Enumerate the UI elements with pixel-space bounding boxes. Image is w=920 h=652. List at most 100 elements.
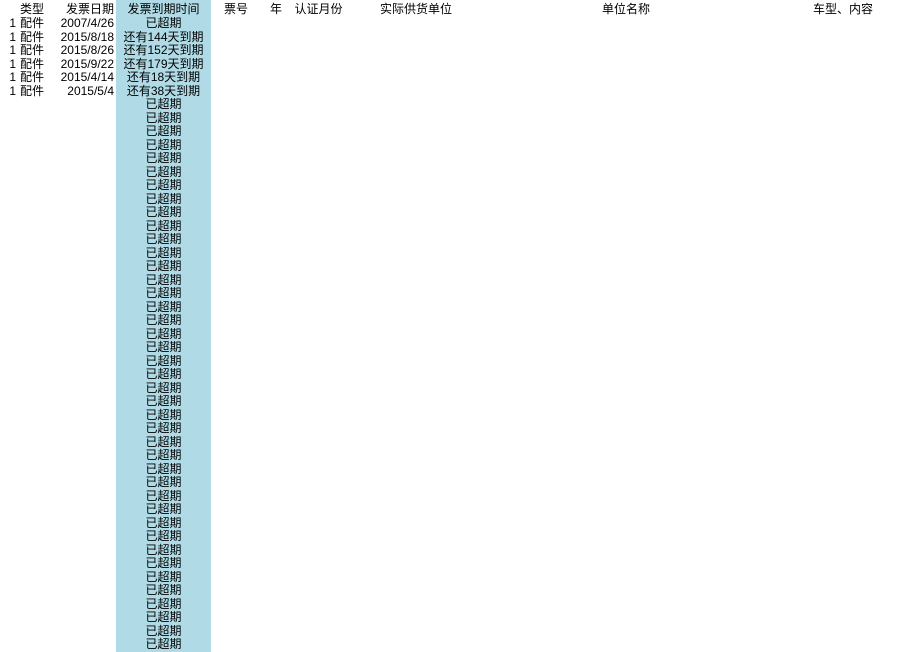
- cell-tkt: [211, 125, 261, 139]
- cell-due: 已超期: [116, 274, 211, 288]
- cell-year: [261, 112, 291, 126]
- cell-unit: [486, 409, 766, 423]
- cell-model: [766, 584, 920, 598]
- cell-supp: [346, 139, 486, 153]
- cell-date: [48, 112, 116, 126]
- cell-num: [0, 584, 18, 598]
- table-row: 已超期: [0, 503, 920, 517]
- cell-num: [0, 314, 18, 328]
- header-year: 年: [261, 0, 291, 17]
- cell-due: 还有144天到期: [116, 31, 211, 45]
- cell-year: [261, 328, 291, 342]
- cell-model: [766, 611, 920, 625]
- cell-year: [261, 274, 291, 288]
- cell-model: [766, 193, 920, 207]
- cell-unit: [486, 638, 766, 652]
- cell-unit: [486, 112, 766, 126]
- cell-unit: [486, 503, 766, 517]
- cell-tkt: [211, 611, 261, 625]
- cell-supp: [346, 625, 486, 639]
- cell-supp: [346, 382, 486, 396]
- cell-tkt: [211, 247, 261, 261]
- cell-date: 2007/4/26: [48, 17, 116, 31]
- cell-supp: [346, 85, 486, 99]
- cell-type: [18, 490, 48, 504]
- cell-date: [48, 625, 116, 639]
- cell-due: 已超期: [116, 368, 211, 382]
- cell-tkt: [211, 287, 261, 301]
- cell-type: [18, 341, 48, 355]
- cell-month: [291, 71, 346, 85]
- table-row: 1配件2015/8/18还有144天到期: [0, 31, 920, 45]
- cell-type: [18, 476, 48, 490]
- cell-due: 已超期: [116, 193, 211, 207]
- cell-num: [0, 274, 18, 288]
- cell-type: [18, 274, 48, 288]
- header-month: 认证月份: [291, 0, 346, 17]
- header-num: [0, 0, 18, 17]
- cell-supp: [346, 31, 486, 45]
- cell-unit: [486, 247, 766, 261]
- cell-model: [766, 503, 920, 517]
- cell-date: [48, 436, 116, 450]
- cell-due: 已超期: [116, 152, 211, 166]
- cell-month: [291, 260, 346, 274]
- cell-due: 已超期: [116, 328, 211, 342]
- cell-num: [0, 422, 18, 436]
- cell-supp: [346, 598, 486, 612]
- cell-type: 配件: [18, 71, 48, 85]
- cell-model: [766, 530, 920, 544]
- cell-month: [291, 355, 346, 369]
- cell-unit: [486, 422, 766, 436]
- cell-supp: [346, 503, 486, 517]
- cell-tkt: [211, 112, 261, 126]
- cell-month: [291, 490, 346, 504]
- cell-date: [48, 274, 116, 288]
- table-row: 已超期: [0, 611, 920, 625]
- cell-model: [766, 314, 920, 328]
- cell-year: [261, 193, 291, 207]
- cell-num: [0, 368, 18, 382]
- cell-supp: [346, 328, 486, 342]
- cell-model: [766, 85, 920, 99]
- cell-supp: [346, 193, 486, 207]
- cell-date: 2015/4/14: [48, 71, 116, 85]
- cell-month: [291, 436, 346, 450]
- cell-tkt: [211, 31, 261, 45]
- table-row: 已超期: [0, 166, 920, 180]
- cell-model: [766, 476, 920, 490]
- cell-year: [261, 44, 291, 58]
- cell-type: [18, 193, 48, 207]
- cell-year: [261, 409, 291, 423]
- cell-tkt: [211, 98, 261, 112]
- cell-due: 已超期: [116, 436, 211, 450]
- table-row: 已超期: [0, 98, 920, 112]
- cell-model: [766, 206, 920, 220]
- cell-type: [18, 544, 48, 558]
- cell-due: 已超期: [116, 301, 211, 315]
- cell-tkt: [211, 193, 261, 207]
- cell-type: [18, 598, 48, 612]
- cell-unit: [486, 139, 766, 153]
- cell-year: [261, 463, 291, 477]
- table-row: 已超期: [0, 409, 920, 423]
- cell-unit: [486, 274, 766, 288]
- cell-tkt: [211, 17, 261, 31]
- cell-tkt: [211, 598, 261, 612]
- cell-unit: [486, 395, 766, 409]
- cell-unit: [486, 314, 766, 328]
- cell-date: [48, 368, 116, 382]
- cell-num: 1: [0, 58, 18, 72]
- cell-supp: [346, 571, 486, 585]
- cell-type: [18, 422, 48, 436]
- cell-num: [0, 139, 18, 153]
- cell-due: 已超期: [116, 314, 211, 328]
- cell-due: 已超期: [116, 341, 211, 355]
- cell-unit: [486, 517, 766, 531]
- cell-type: [18, 220, 48, 234]
- table-row: 已超期: [0, 260, 920, 274]
- cell-num: [0, 409, 18, 423]
- cell-month: [291, 638, 346, 652]
- cell-type: 配件: [18, 31, 48, 45]
- table-row: 已超期: [0, 341, 920, 355]
